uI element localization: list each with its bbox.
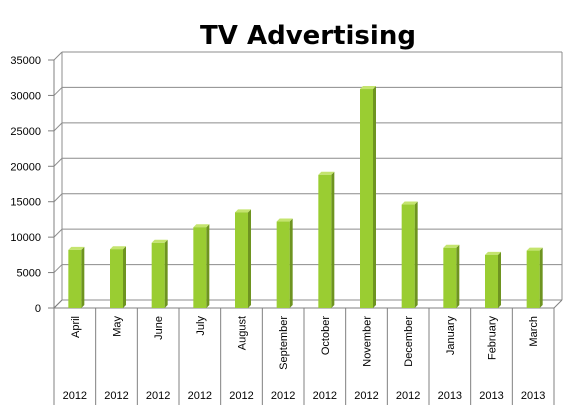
x-tick-label: December [403, 316, 415, 367]
gridlines [53, 51, 562, 309]
bar-top [276, 218, 293, 222]
gridline-connector [53, 87, 63, 96]
bar-front [485, 254, 498, 308]
bar [443, 244, 460, 308]
bar [485, 251, 501, 308]
x-year-label: 2013 [438, 390, 462, 402]
bar-front [276, 221, 290, 308]
bar-side [123, 246, 126, 308]
bar [193, 224, 210, 308]
gridline-connector [53, 264, 63, 273]
bar-side [414, 201, 418, 308]
bar-top [318, 171, 335, 175]
x-year-label: 2012 [354, 390, 378, 402]
y-tick-label: 15000 [10, 197, 41, 209]
gridline-connector [53, 157, 63, 167]
bar-top [401, 201, 418, 205]
gridline-connector [53, 122, 63, 132]
x-year-label: 2012 [188, 390, 212, 402]
gridline-connector [53, 51, 63, 61]
bar-top [360, 86, 376, 90]
bar [110, 246, 126, 308]
bar-front [193, 227, 207, 308]
bar-front [443, 247, 457, 308]
bar-front [151, 242, 165, 308]
bar-top [443, 244, 460, 248]
bar-front [318, 174, 332, 308]
bar [401, 201, 418, 308]
axes [48, 52, 563, 405]
bar-top [151, 239, 168, 243]
x-year-label: 2012 [271, 390, 295, 402]
bar-front [110, 249, 123, 308]
bar-side [206, 224, 210, 308]
bar-top [68, 246, 85, 250]
bar-front [68, 249, 82, 308]
x-tick-label: October [320, 316, 332, 355]
bar-side [373, 86, 376, 309]
floor-right-edge [553, 299, 563, 309]
bar-side [289, 218, 293, 308]
chart-title: TV Advertising [200, 21, 416, 51]
bar [526, 247, 543, 308]
bar-side [498, 251, 501, 308]
y-tick-label: 25000 [10, 126, 41, 138]
x-tick-label: January [445, 316, 457, 356]
bar-front [526, 250, 540, 308]
bar [318, 171, 335, 308]
x-year-label: 2012 [146, 390, 170, 402]
bar-side [81, 246, 85, 308]
x-tick-label: September [278, 316, 290, 370]
bar-side [331, 171, 335, 308]
x-tick-label: May [112, 316, 124, 337]
x-year-label: 2012 [104, 390, 128, 402]
bar-top [526, 247, 543, 251]
y-tick-label: 20000 [10, 161, 41, 173]
bars [68, 86, 543, 309]
bar-side [164, 239, 168, 308]
x-year-label: 2013 [479, 390, 503, 402]
bar [235, 209, 251, 308]
y-tick-label: 35000 [10, 55, 41, 67]
bar-top [485, 251, 501, 255]
x-tick-label: July [195, 316, 207, 336]
x-tick-label: June [153, 316, 165, 340]
bar-front [401, 204, 415, 308]
x-year-label: 2012 [63, 390, 87, 402]
x-tick-label: March [528, 316, 540, 347]
bar [276, 218, 293, 308]
bar-front [360, 89, 373, 309]
x-year-label: 2013 [521, 390, 545, 402]
bar [151, 239, 168, 308]
bar-top [110, 246, 126, 250]
bar-top [235, 209, 251, 213]
bar [360, 86, 376, 309]
bar-side [456, 244, 460, 308]
x-year-label: 2012 [396, 390, 420, 402]
y-tick-label: 30000 [10, 90, 41, 102]
y-tick-label: 5000 [17, 268, 41, 280]
x-tick-label: November [362, 316, 374, 367]
wall-edge-bottom [53, 299, 63, 309]
gridline-connector [53, 228, 63, 238]
bar [68, 246, 85, 308]
bar-side [248, 209, 251, 308]
y-tick-label: 0 [35, 303, 41, 315]
y-tick-label: 10000 [10, 232, 41, 244]
x-tick-label: August [237, 316, 249, 350]
bar-top [193, 224, 210, 228]
bar-front [235, 212, 248, 308]
axis-labels: 0 5000 10000 15000 20000 25000 30000 35000 April… [10, 55, 545, 402]
x-year-label: 2012 [229, 390, 253, 402]
bar-side [539, 247, 543, 308]
x-year-label: 2012 [313, 390, 337, 402]
x-tick-label: April [70, 316, 82, 338]
x-tick-label: February [487, 316, 499, 361]
gridline-connector [53, 193, 63, 203]
